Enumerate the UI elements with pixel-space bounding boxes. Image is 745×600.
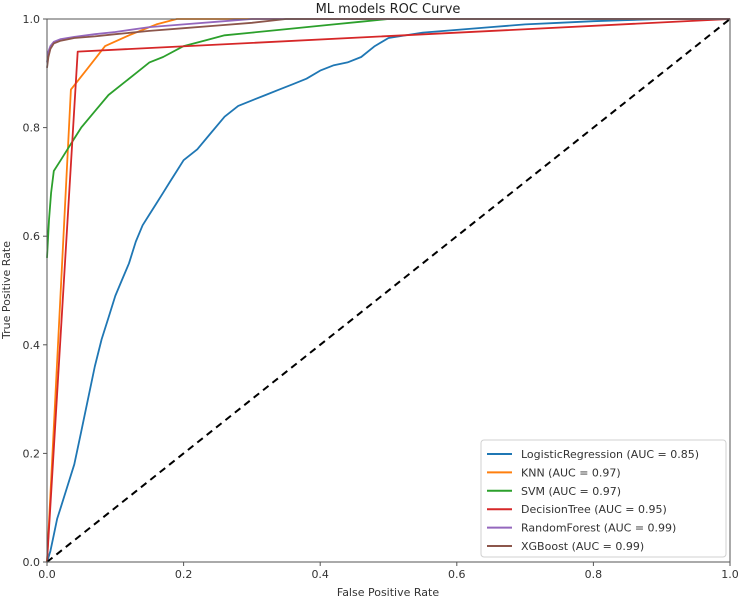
legend-label: DecisionTree (AUC = 0.95) (521, 503, 667, 516)
legend-label: SVM (AUC = 0.97) (521, 485, 621, 498)
legend: LogisticRegression (AUC = 0.85) KNN (AUC … (480, 439, 727, 558)
x-tick-label: 0.0 (38, 568, 56, 581)
x-axis-label: False Positive Rate (337, 586, 439, 599)
roc-line-xgboost (46, 18, 730, 69)
x-axis: 0.0 0.2 0.4 0.6 0.8 1.0 (38, 562, 739, 581)
roc-line-decisiontree (46, 18, 731, 563)
x-tick-label: 0.4 (311, 568, 329, 581)
legend-label: XGBoost (AUC = 0.99) (521, 540, 644, 553)
y-tick-label: 0.0 (23, 556, 41, 569)
roc-line-knn (46, 18, 730, 563)
legend-item: SVM (AUC = 0.97) (487, 485, 621, 498)
y-tick-label: 0.6 (23, 230, 41, 243)
legend-label: RandomForest (AUC = 0.99) (521, 522, 676, 535)
legend-item: KNN (AUC = 0.97) (487, 466, 621, 479)
legend-item: LogisticRegression (AUC = 0.85) (487, 448, 699, 461)
x-tick-label: 0.6 (448, 568, 466, 581)
y-tick-label: 1.0 (23, 13, 41, 26)
y-axis-label: True Positive Rate (0, 241, 13, 340)
legend-item: RandomForest (AUC = 0.99) (487, 522, 676, 535)
chart-title: ML models ROC Curve (316, 2, 461, 17)
x-tick-label: 0.2 (175, 568, 193, 581)
y-tick-label: 0.2 (23, 447, 41, 460)
plot-frame (46, 18, 731, 563)
roc-line-logisticregression (46, 18, 730, 563)
y-axis: 0.0 0.2 0.4 0.6 0.8 1.0 (23, 13, 47, 569)
chance-diagonal-line (46, 18, 731, 563)
x-tick-label: 0.8 (585, 568, 603, 581)
legend-item: DecisionTree (AUC = 0.95) (487, 503, 667, 516)
roc-line-randomforest (46, 18, 730, 63)
legend-item: XGBoost (AUC = 0.99) (487, 540, 644, 553)
legend-frame (480, 439, 727, 558)
y-tick-label: 0.4 (23, 339, 41, 352)
legend-label: LogisticRegression (AUC = 0.85) (521, 448, 699, 461)
x-tick-label: 1.0 (721, 568, 739, 581)
y-tick-label: 0.8 (23, 122, 41, 135)
roc-line-svm (46, 18, 730, 258)
legend-label: KNN (AUC = 0.97) (521, 466, 621, 479)
plot-area (46, 18, 731, 563)
